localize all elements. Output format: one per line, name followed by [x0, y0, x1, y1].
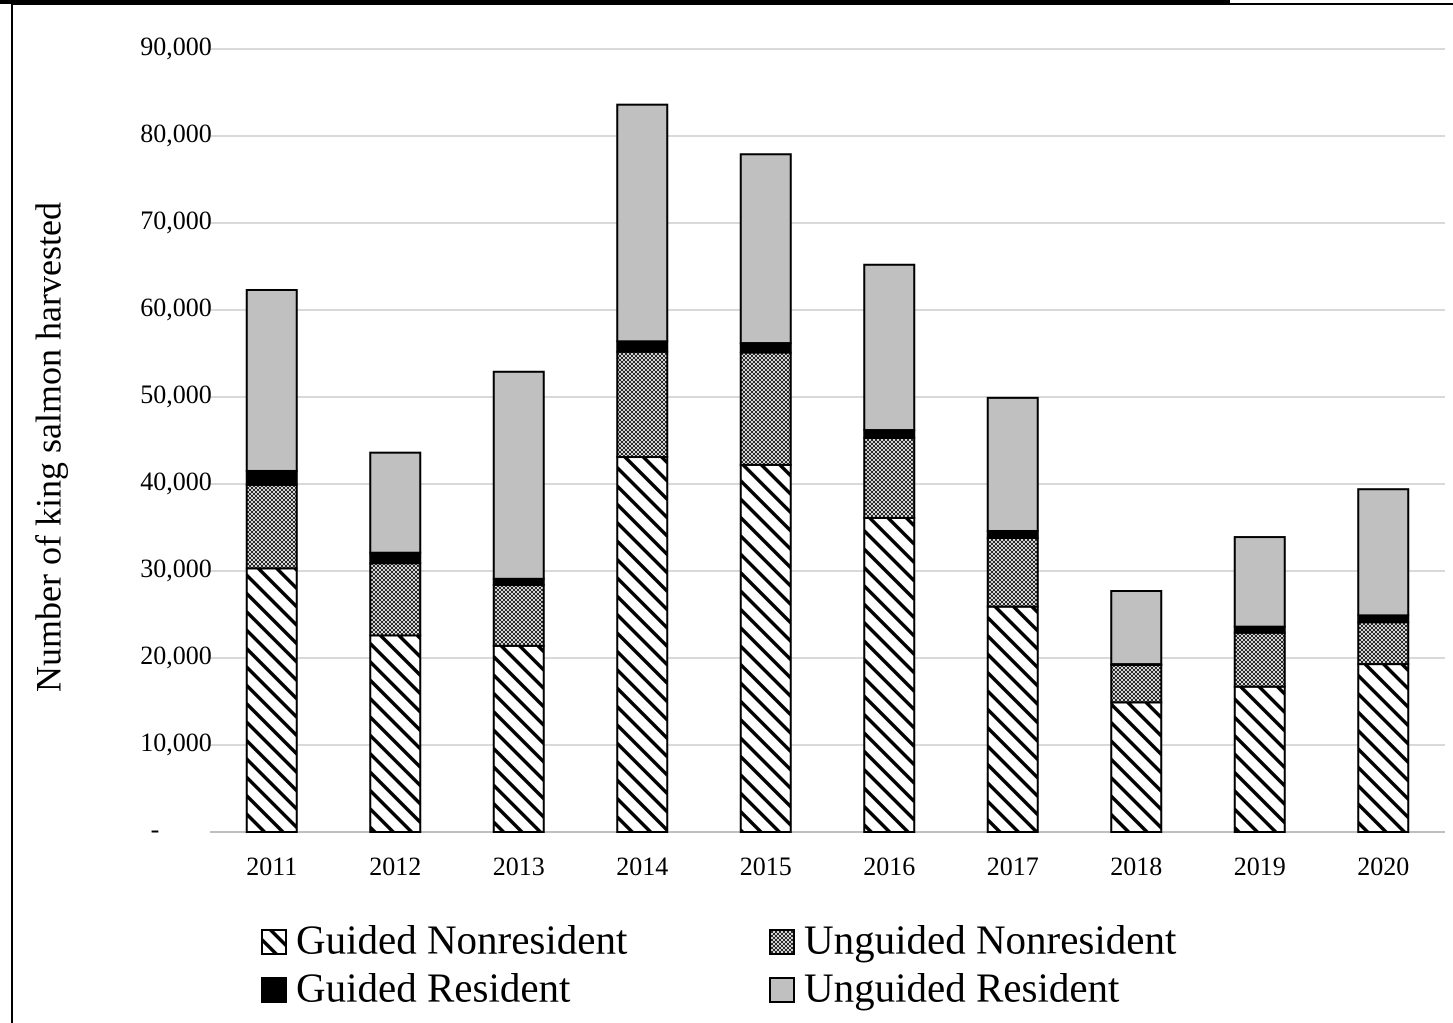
- bar-segment: [739, 351, 792, 466]
- bar-segment: [369, 551, 422, 565]
- bar-segment: [1357, 621, 1410, 666]
- legend-label: Guided Resident: [296, 964, 571, 1010]
- bar-segment: [863, 263, 916, 432]
- bar-segment: [1110, 590, 1163, 666]
- y-tick-label: 80,000: [140, 119, 212, 148]
- bar-segment: [1110, 663, 1163, 704]
- bar-segment: [739, 153, 792, 345]
- y-axis-label: Number of king salmon harvested: [28, 202, 68, 692]
- y-tick-label: 30,000: [140, 554, 212, 583]
- x-tick-label: 2013: [493, 852, 545, 881]
- legend-swatch: [261, 977, 287, 1003]
- bar-segment: [245, 288, 298, 472]
- bar-segment: [1233, 685, 1286, 834]
- bar-segment: [986, 529, 1039, 539]
- bar-segment: [369, 634, 422, 833]
- bar-segment: [986, 536, 1039, 608]
- bar-segment: [492, 583, 545, 647]
- x-tick-label: 2020: [1357, 852, 1409, 881]
- bar-segment: [986, 396, 1039, 532]
- x-tick-label: 2016: [863, 852, 915, 881]
- bar-segment: [616, 340, 669, 353]
- legend-swatch: [261, 929, 287, 955]
- bar-segment: [863, 516, 916, 833]
- bar-segment: [245, 469, 298, 486]
- bar-segment: [1357, 614, 1410, 624]
- bar-segment: [1357, 663, 1410, 834]
- x-tick-label: 2018: [1110, 852, 1162, 881]
- bar-segment: [245, 567, 298, 833]
- x-tick-label: 2015: [740, 852, 792, 881]
- x-tick-label: 2019: [1234, 852, 1286, 881]
- bar-segment: [863, 429, 916, 439]
- bar-segment: [616, 456, 669, 833]
- bar-segment: [616, 350, 669, 459]
- x-tick-label: 2012: [369, 852, 421, 881]
- y-tick-label: 70,000: [140, 206, 212, 235]
- y-tick-label: 50,000: [140, 380, 212, 409]
- y-tick-label: 90,000: [140, 32, 212, 61]
- legend-swatch: [769, 977, 795, 1003]
- bar-segment: [369, 562, 422, 637]
- bar-segment: [492, 644, 545, 833]
- bar-segment: [863, 436, 916, 519]
- bar-segment: [1357, 488, 1410, 617]
- y-tick-label: 20,000: [140, 641, 212, 670]
- legend-swatch: [769, 929, 795, 955]
- x-tick-label: 2011: [246, 852, 297, 881]
- bar-segment: [1110, 701, 1163, 833]
- legend-label: Unguided Nonresident: [804, 916, 1177, 962]
- bar-segment: [739, 463, 792, 833]
- y-tick-label: 10,000: [140, 728, 212, 757]
- x-tick-label: 2014: [616, 852, 668, 881]
- bar-segment: [245, 483, 298, 570]
- bar-segment: [492, 370, 545, 580]
- bar-segment: [616, 103, 669, 343]
- y-tick-label: 60,000: [140, 293, 212, 322]
- legend-label: Unguided Resident: [804, 964, 1120, 1010]
- bar-segment: [369, 451, 422, 554]
- y-tick-label: 40,000: [140, 467, 212, 496]
- legend-label: Guided Nonresident: [296, 916, 628, 962]
- bar-segment: [739, 342, 792, 354]
- bar-segment: [1233, 631, 1286, 688]
- bar-segment: [1233, 536, 1286, 628]
- bar-segment: [986, 605, 1039, 833]
- x-tick-label: 2017: [987, 852, 1039, 881]
- y-tick-label: -: [151, 815, 160, 844]
